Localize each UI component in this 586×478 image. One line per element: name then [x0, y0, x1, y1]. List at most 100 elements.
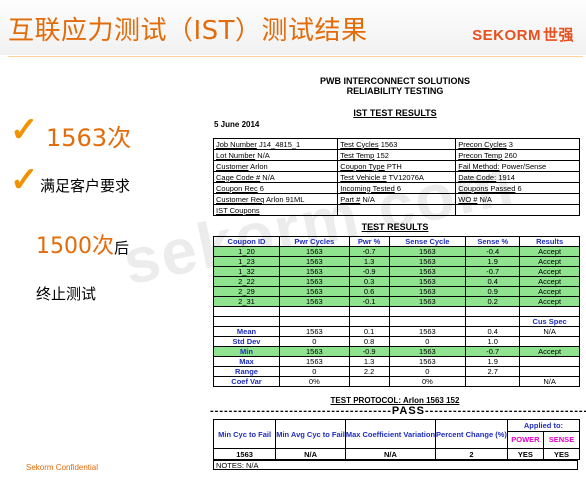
bullet-requirement: ✓ 满足客户要求	[10, 160, 130, 200]
stat-value: 1.0	[465, 336, 521, 347]
summary-header: Percent Change (%)	[435, 419, 508, 449]
stat-value: 1563	[388, 346, 467, 357]
info-value: 1914	[496, 172, 515, 182]
results-header: Sense %	[465, 236, 521, 247]
info-label: Cage Code #	[216, 172, 261, 182]
results-cell: Accept	[519, 296, 580, 307]
info-cell: Test Temp 152	[337, 149, 457, 161]
results-header: Results	[519, 236, 580, 247]
blank-cell	[212, 306, 281, 317]
stat-value: 0.4	[465, 326, 521, 337]
info-cell: Coupon Type PTH	[337, 160, 457, 172]
info-value: PTH	[384, 161, 402, 171]
stat-label: Max	[212, 356, 281, 367]
stat-value: Accept	[519, 346, 580, 357]
cus-spec-label: Cus Spec	[519, 316, 580, 327]
stat-value	[348, 376, 390, 387]
info-table: Job Number J14_4815_1 Test Cycles 1563 Pre…	[212, 138, 580, 216]
results-cell: 2_31	[212, 296, 281, 307]
info-value: 1563	[378, 139, 398, 149]
info-cell: Coupon Rec 6	[212, 182, 339, 194]
results-cell: 1.3	[348, 256, 390, 267]
stat-value: 1563	[279, 326, 350, 337]
stat-value: 0%	[388, 376, 467, 387]
report-company: PWB INTERCONNECT SOLUTIONS	[320, 76, 470, 86]
results-cell: 1563	[279, 276, 350, 287]
info-row: IST Coupons	[212, 204, 580, 216]
results-cell: 1563	[388, 246, 467, 257]
info-cell: Cage Code # N/A	[212, 171, 339, 183]
applied-to-label: Applied to:	[507, 420, 579, 432]
info-value: N/A	[255, 150, 270, 160]
results-cell: 1563	[279, 266, 350, 277]
info-label: Test Temp	[340, 150, 375, 160]
info-cell: Test Vehicle # TV12076A	[337, 171, 457, 183]
info-label: Coupon Type	[340, 161, 385, 171]
results-cell: -0.7	[348, 246, 390, 257]
results-cell: -0.9	[348, 266, 390, 277]
stat-row: Min 1563 -0.9 1563 -0.7 Accept	[212, 346, 580, 357]
logo-text: SEKORM	[472, 27, 541, 44]
info-value: Arlon 91ML	[264, 194, 305, 204]
results-cell: 1563	[279, 296, 350, 307]
info-row: Job Number J14_4815_1 Test Cycles 1563 Pre…	[212, 138, 580, 150]
info-row: Customer Req Arlon 91ML Part # N/A WO # N/…	[212, 193, 580, 205]
info-row: Coupon Rec 6 Incoming Tested 6 Coupons Pas…	[212, 182, 580, 194]
stat-value	[519, 366, 580, 377]
stat-value: 1.3	[348, 356, 390, 367]
results-cell: 0.2	[465, 296, 521, 307]
results-cell: 0.6	[348, 286, 390, 297]
check-icon: ✓	[10, 111, 39, 149]
notes: NOTES: N/A	[213, 460, 578, 470]
stat-value: 1.9	[465, 356, 521, 367]
info-cell: Customer Req Arlon 91ML	[212, 193, 339, 205]
info-label: Coupon Rec	[216, 183, 258, 193]
info-label: Test Vehicle #	[340, 172, 387, 182]
summary-table: Min Cyc to Fail Min Avg Cyc to Fail Max …	[212, 419, 581, 460]
results-row: 1_23 1563 1.3 1563 1.9 Accept	[212, 256, 580, 267]
stat-value	[519, 336, 580, 347]
blank-cell	[465, 306, 521, 317]
info-cell: Customer Arlon	[212, 160, 339, 172]
info-label: Test Cycles	[340, 139, 379, 149]
pass-banner: ---------------------------------------P…	[210, 405, 586, 417]
info-value: Arlon	[248, 161, 268, 171]
results-row: 2_22 1563 0.3 1563 0.4 Accept	[212, 276, 580, 287]
summary-header: Min Cyc to Fail	[212, 419, 277, 449]
results-row: 1_32 1563 -0.9 1563 -0.7 Accept	[212, 266, 580, 277]
confidential-label: Sekorm Confidential	[26, 463, 99, 472]
stat-value: -0.7	[465, 346, 521, 357]
stat-label: Min	[212, 346, 281, 357]
stat-value: N/A	[519, 326, 580, 337]
results-cell: 2_22	[212, 276, 281, 287]
blank-cell	[388, 316, 467, 327]
test-protocol: TEST PROTOCOL: Arlon 1563 152	[330, 396, 460, 405]
results-row: 2_31 1563 -0.1 1563 0.2 Accept	[212, 296, 580, 307]
results-cell: -0.1	[348, 296, 390, 307]
info-label: Precon Cycles	[458, 139, 507, 149]
results-cell: 0.3	[348, 276, 390, 287]
info-value: 6	[394, 183, 402, 193]
info-label: Lot Number	[216, 150, 256, 160]
results-row: 2_29 1563 0.6 1563 0.9 Accept	[212, 286, 580, 297]
info-cell: Precon Cycles 3	[455, 138, 580, 150]
info-value: N/A	[477, 194, 493, 204]
info-label: Customer	[216, 161, 249, 171]
stat-value: 0	[279, 336, 350, 347]
results-cell: 1563	[388, 286, 467, 297]
report-date: 5 June 2014	[214, 120, 260, 129]
summary-header: Max Coefficient Variation	[344, 419, 437, 449]
stat-value: 1563	[388, 356, 467, 367]
stat-value	[519, 356, 580, 367]
results-cell: Accept	[519, 266, 580, 277]
info-cell: Precon Temp 260	[455, 149, 580, 161]
results-cell: 1563	[388, 296, 467, 307]
summary-value: YES	[542, 448, 581, 460]
info-label: Precon Temp	[458, 150, 503, 160]
info-value: N/A	[260, 172, 275, 182]
logo-cn: 世强	[542, 26, 574, 44]
results-cell: 1563	[388, 256, 467, 267]
results-cell: 1563	[388, 276, 467, 287]
info-cell: IST Coupons	[212, 204, 339, 216]
stat-value: 2.2	[348, 366, 390, 377]
